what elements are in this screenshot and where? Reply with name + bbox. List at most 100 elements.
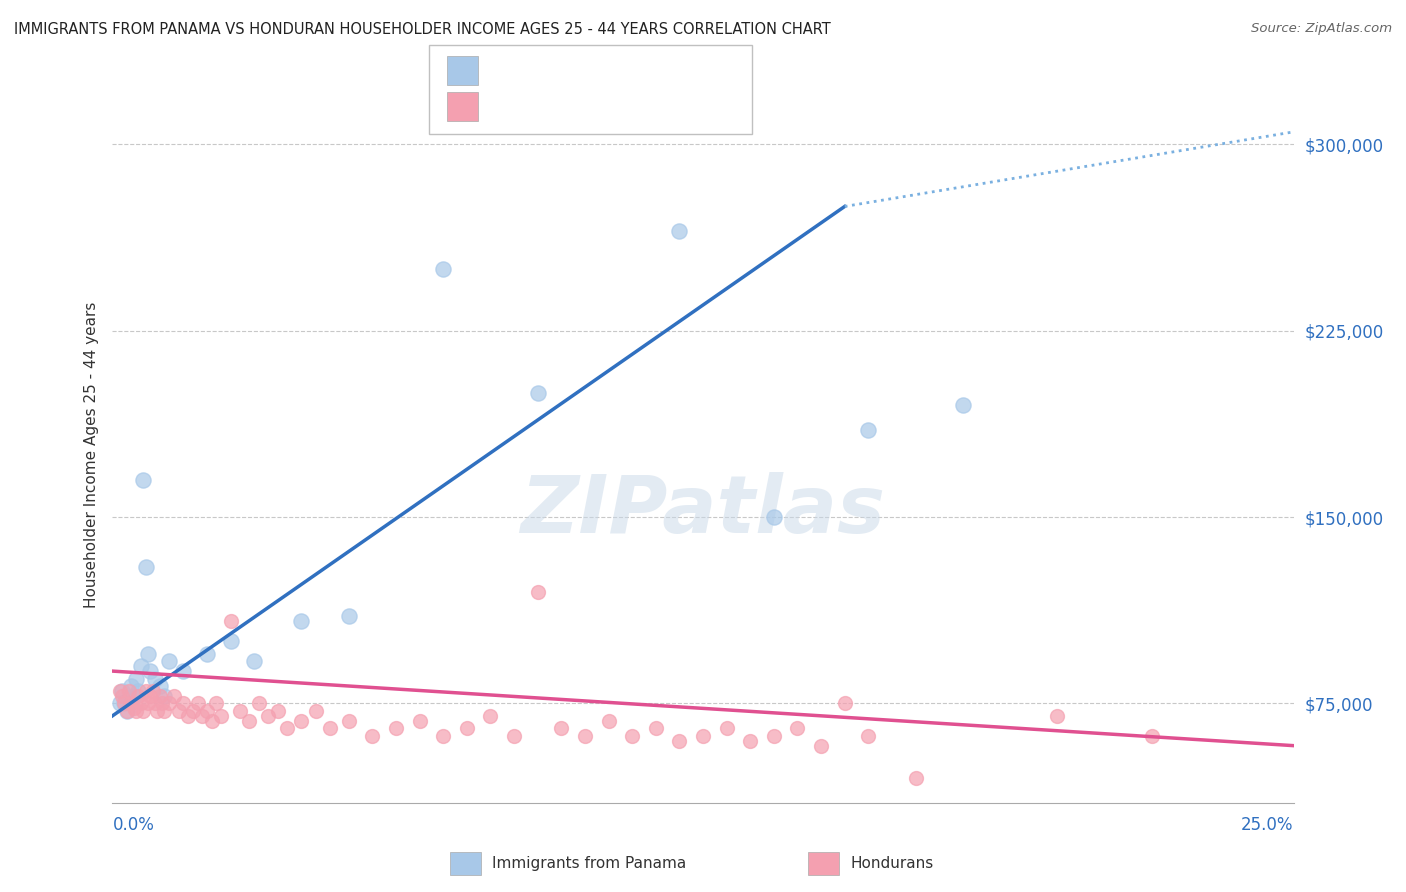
Point [125,672,148,686]
Point [904,771,927,785]
Point [143,672,166,686]
Point [858,729,880,743]
Point [762,729,785,743]
Point [205,697,228,711]
Point [598,714,620,728]
Point [139,689,162,703]
Point [1140,729,1163,743]
Point [172,664,194,678]
Point [129,659,152,673]
Point [150,697,173,711]
Point [127,689,149,703]
Point [762,510,785,524]
Point [177,708,200,723]
Point [267,704,290,718]
Point [229,704,252,718]
Point [644,721,666,735]
Point [834,697,856,711]
Point [186,697,208,711]
Point [125,704,148,718]
Point [337,609,360,624]
Point [810,739,832,753]
Point [120,679,142,693]
Point [219,615,242,629]
Point [319,721,342,735]
Point [668,733,690,747]
Point [157,654,180,668]
Point [132,704,155,718]
Point [526,584,548,599]
Point [361,729,384,743]
Point [304,704,326,718]
Point [149,679,172,693]
Point [111,684,134,698]
Point [172,697,194,711]
Point [149,689,172,703]
Point [163,689,186,703]
Point [135,684,157,698]
Point [238,714,260,728]
Point [153,704,176,718]
Text: ZIPatlas: ZIPatlas [520,472,886,549]
Point [136,697,159,711]
Point [136,647,159,661]
Point [157,697,180,711]
Point [118,691,141,706]
Point [181,704,204,718]
Text: 0.0%: 0.0% [112,816,155,834]
Point [668,224,690,238]
Point [408,714,430,728]
Point [219,634,242,648]
Point [692,729,714,743]
Point [127,684,149,698]
Point [108,697,131,711]
Point [1046,708,1069,723]
Point [111,689,134,703]
Point [142,684,165,698]
Point [385,721,408,735]
Point [550,721,572,735]
Text: IMMIGRANTS FROM PANAMA VS HONDURAN HOUSEHOLDER INCOME AGES 25 - 44 YEARS CORRELA: IMMIGRANTS FROM PANAMA VS HONDURAN HOUSE… [14,22,831,37]
Point [243,654,266,668]
Point [195,704,218,718]
Point [146,704,169,718]
Point [257,708,280,723]
Point [456,721,478,735]
Y-axis label: Householder Income Ages 25 - 44 years: Householder Income Ages 25 - 44 years [83,301,98,608]
Point [115,704,138,718]
Point [195,647,218,661]
Point [858,423,880,437]
Text: R = -0.446    N = 66: R = -0.446 N = 66 [489,97,657,116]
Point [191,708,214,723]
Text: Immigrants from Panama: Immigrants from Panama [492,856,686,871]
Point [139,664,162,678]
Point [740,733,762,747]
Point [129,697,152,711]
Point [122,701,145,715]
Point [120,697,142,711]
Point [337,714,360,728]
Point [112,697,135,711]
Point [621,729,644,743]
Point [432,729,454,743]
Point [135,559,157,574]
Point [247,697,270,711]
Point [290,714,312,728]
Point [574,729,596,743]
Text: Source: ZipAtlas.com: Source: ZipAtlas.com [1251,22,1392,36]
Point [432,261,454,276]
Point [118,684,141,698]
Point [290,615,312,629]
Point [503,729,526,743]
Point [952,398,974,412]
Text: 25.0%: 25.0% [1241,816,1294,834]
Point [167,704,190,718]
Point [115,704,138,718]
Point [276,721,298,735]
Point [201,714,224,728]
Point [122,689,145,703]
Point [716,721,738,735]
Text: R =  0.687    N = 30: R = 0.687 N = 30 [489,62,657,79]
Point [112,697,135,711]
Point [786,721,808,735]
